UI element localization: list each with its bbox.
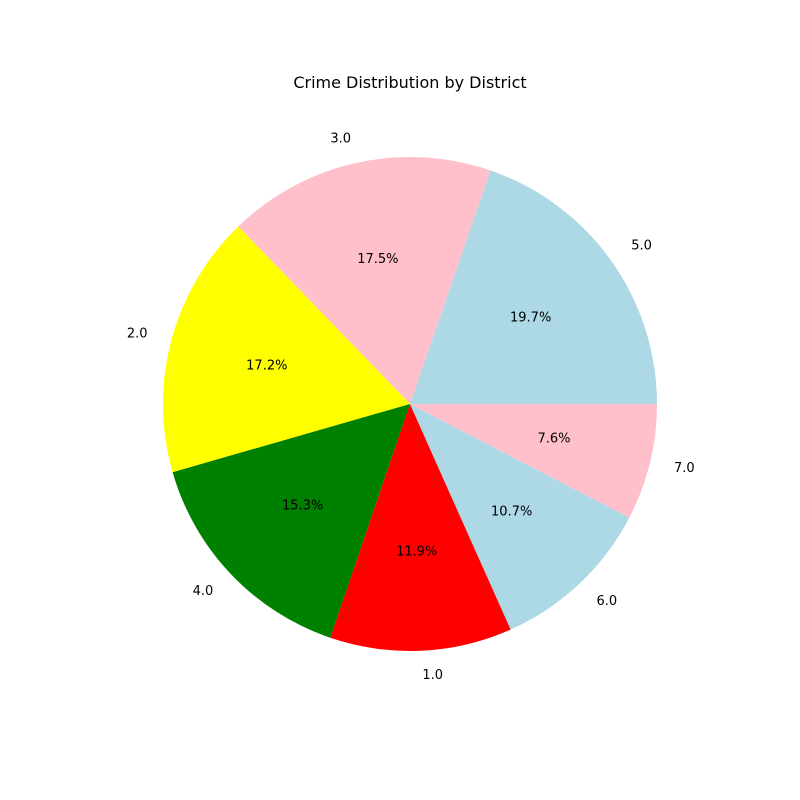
slice-percent-label: 10.7% <box>491 504 532 519</box>
slice-label: 5.0 <box>631 239 652 254</box>
pie-slice-5-0 <box>410 170 657 404</box>
slice-label: 2.0 <box>127 326 148 341</box>
pie-slices <box>162 156 657 651</box>
pie-slice-7-0 <box>410 404 657 518</box>
slice-label: 4.0 <box>193 584 214 599</box>
slice-percent-label: 17.5% <box>357 252 398 267</box>
pie-slice-3-0 <box>238 156 491 404</box>
pie-slice-1-0 <box>330 404 511 651</box>
slice-label: 6.0 <box>596 594 617 609</box>
pie-labels: 5.0 19.7% 3.0 17.5% 2.0 17.2% 4.0 15.3% 1.0 11.9%… <box>127 131 695 683</box>
slice-percent-label: 15.3% <box>282 499 323 514</box>
slice-percent-label: 19.7% <box>510 310 551 325</box>
slice-percent-label: 7.6% <box>537 432 570 447</box>
chart-title: Crime Distribution by District <box>293 73 526 92</box>
slice-percent-label: 11.9% <box>396 545 437 560</box>
slice-percent-label: 17.2% <box>246 358 287 373</box>
slice-label: 1.0 <box>422 668 443 683</box>
pie-slice-6-0 <box>410 404 630 630</box>
pie-slice-4-0 <box>172 404 410 638</box>
slice-label: 7.0 <box>674 461 695 476</box>
slice-label: 3.0 <box>330 131 351 146</box>
pie-slice-2-0 <box>162 226 410 473</box>
